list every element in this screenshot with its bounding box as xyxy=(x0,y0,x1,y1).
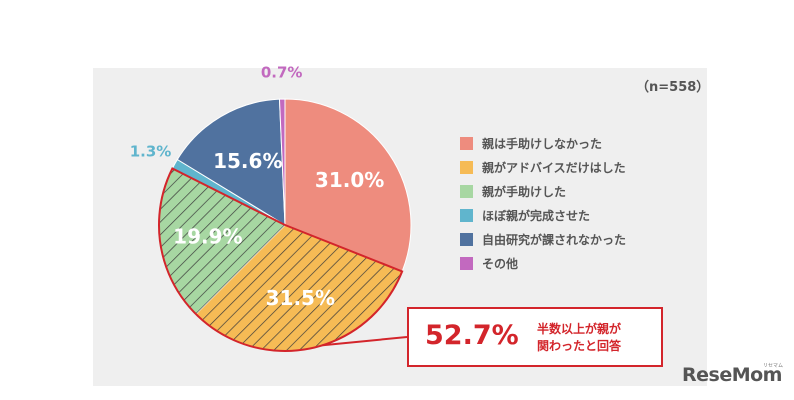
legend-label: 自由研究が課されなかった xyxy=(482,232,627,247)
data-label-not-assigned: 15.6% xyxy=(213,149,282,173)
legend: 親は手助けしなかった親がアドバイスだけはした 親が手助けしたほぼ親が完成させた自由… xyxy=(460,131,626,275)
data-label-other: 0.7% xyxy=(261,63,303,81)
pie-slice-not-assigned xyxy=(176,98,286,226)
data-label-helped: 19.9% xyxy=(173,224,242,248)
legend-swatch xyxy=(460,256,473,270)
pie-slice-hatch-helped xyxy=(158,168,285,315)
legend-item-helped: 親が手助けした xyxy=(460,179,626,203)
legend-swatch xyxy=(460,160,473,174)
callout-text: 半数以上が親が 関わったと回答 xyxy=(537,321,647,355)
legend-item-no-help: 親は手助けしなかった xyxy=(460,131,626,155)
data-label-advice-only: 31.5% xyxy=(266,286,335,310)
highlight-outline xyxy=(158,167,404,352)
pie-slice-hatch-advice-only xyxy=(195,225,403,352)
legend-label: 親がアドバイスだけはした xyxy=(482,160,626,175)
callout-leader-line xyxy=(322,336,408,347)
legend-swatch xyxy=(460,184,473,198)
legend-item-not-assigned: 自由研究が課されなかった xyxy=(460,227,626,251)
legend-label: 親が手助けした xyxy=(482,184,567,199)
legend-label: 親は手助けしなかった xyxy=(482,136,603,151)
legend-item-mostly-parent: ほぼ親が完成させた xyxy=(460,203,626,227)
sample-size-label: （n=558） xyxy=(636,80,710,95)
callout-value: 52.7% xyxy=(425,320,519,351)
data-label-mostly-parent: 1.3% xyxy=(130,143,172,161)
legend-label: その他 xyxy=(482,256,519,271)
callout-text-line2: 関わったと回答 xyxy=(537,339,622,353)
legend-item-other: その他 xyxy=(460,251,626,275)
logo-kana: リセマム xyxy=(763,363,784,369)
legend-label: ほぼ親が完成させた xyxy=(482,208,591,223)
callout-box: 52.7% 半数以上が親が 関わったと回答 xyxy=(407,307,663,367)
legend-item-advice-only: 親がアドバイスだけはした xyxy=(460,155,626,179)
legend-swatch xyxy=(460,232,473,246)
legend-swatch xyxy=(460,136,473,150)
pie-slice-other xyxy=(278,98,286,226)
legend-swatch xyxy=(460,208,473,222)
pie-slice-no-help xyxy=(284,98,412,273)
callout-text-line1: 半数以上が親が xyxy=(537,322,622,336)
logo: ReseMom xyxy=(682,364,782,386)
data-label-no-help: 31.0% xyxy=(315,168,384,192)
